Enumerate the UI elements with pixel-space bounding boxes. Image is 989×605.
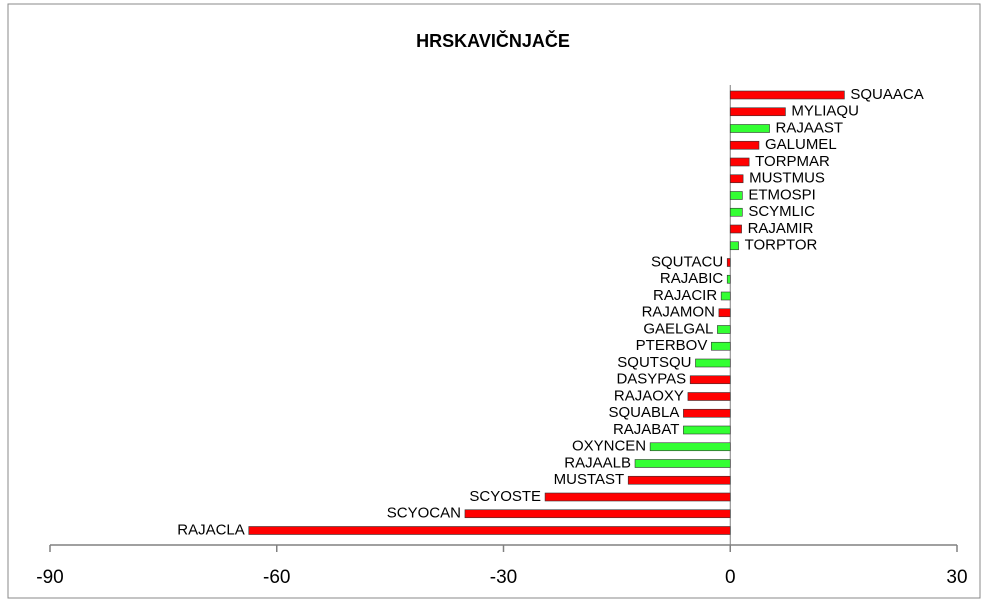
x-tick-label: -60 [263,567,290,588]
category-label: MUSTAST [554,471,625,488]
bar [689,375,731,385]
bar [634,459,731,468]
bar [695,358,731,368]
x-tick-label: -30 [490,567,517,588]
category-label: RAJABIC [660,270,724,287]
bar [729,90,845,100]
bar [726,258,731,267]
bar [464,509,731,519]
bar [729,124,770,133]
bar [729,140,760,150]
category-label: RAJAALB [564,454,631,471]
bar [711,341,731,351]
category-label: RAJABAT [613,421,679,438]
category-label: RAJAOXY [614,387,684,404]
bar [627,475,731,485]
bar [729,224,742,234]
category-label: SQUAACA [850,86,923,103]
bar [687,392,731,401]
category-label: OXYNCEN [572,438,646,455]
category-label: SQUABLA [609,404,680,421]
category-label: SCYOCAN [387,505,461,522]
category-label: MUSTMUS [749,170,825,187]
category-label: RAJACIR [653,287,717,304]
category-label: RAJAMON [642,304,715,321]
x-tick-label: 30 [946,567,967,588]
category-label: GAELGAL [643,320,713,337]
category-label: TORPMAR [755,153,830,170]
x-tick-label: -90 [36,567,63,588]
bar [729,207,743,217]
bar [729,191,743,200]
bar [729,174,744,184]
category-label: RAJACLA [177,521,245,538]
category-label: SCYOSTE [469,488,541,505]
category-label: RAJAMIR [748,220,814,237]
bar [720,291,731,301]
bar [718,308,731,318]
category-label: SCYMLIC [748,203,815,220]
category-label: RAJAAST [776,119,844,136]
bar [649,442,731,452]
category-label: DASYPAS [616,371,686,388]
bar [717,325,731,334]
bar [683,425,731,435]
category-label: GALUMEL [765,136,837,153]
chart-title: HRSKAVIČNJAČE [416,30,570,51]
category-label: SQUTSQU [617,354,691,371]
bar [729,157,750,167]
bar [726,274,731,284]
category-label: MYLIAQU [791,103,859,120]
bar [729,241,739,251]
chart-frame [7,3,981,599]
bar [544,492,731,502]
category-label: SQUTACU [651,253,723,270]
category-label: PTERBOV [636,337,708,354]
x-tick-label: 0 [725,567,736,588]
bar [683,408,731,418]
category-label: ETMOSPI [748,186,816,203]
bar [248,526,731,535]
bar [729,107,786,117]
category-label: TORPTOR [745,237,818,254]
